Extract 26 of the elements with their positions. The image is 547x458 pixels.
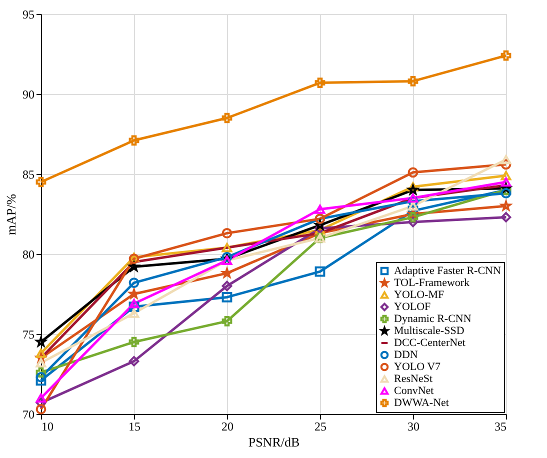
legend-label: TOL-Framework <box>394 277 470 289</box>
y-tick-label: 75 <box>22 328 34 342</box>
legend-label: DWWA-Net <box>394 397 449 409</box>
x-tick-label: 35 <box>494 420 506 434</box>
y-tick-label: 70 <box>22 408 34 422</box>
legend-label: YOLO-MF <box>394 289 444 301</box>
legend-label: Dynamic R-CNN <box>394 313 472 325</box>
x-tick-label: 25 <box>314 420 326 434</box>
y-axis-title: mAP/% <box>4 194 18 236</box>
legend-label: Adaptive Faster R-CNN <box>394 265 501 277</box>
x-tick-label: 20 <box>222 420 234 434</box>
legend-label: Multiscale-SSD <box>394 325 464 337</box>
legend-label: DDN <box>394 349 418 361</box>
y-tick-label: 80 <box>22 248 34 262</box>
y-tick-label: 85 <box>22 168 34 182</box>
x-tick-label: 10 <box>42 420 54 434</box>
y-tick-label: 90 <box>22 88 34 102</box>
legend-label: YOLOF <box>394 301 431 313</box>
legend-label: YOLO V7 <box>394 361 442 373</box>
x-tick-label: 15 <box>128 420 140 434</box>
x-tick-label: 30 <box>408 420 420 434</box>
legend-label: DCC-CenterNet <box>394 337 466 349</box>
legend-label: ConvNet <box>394 385 434 397</box>
legend-label: ResNeSt <box>394 373 432 385</box>
x-axis-title: PSNR/dB <box>248 434 300 450</box>
y-tick-label: 95 <box>22 8 34 22</box>
